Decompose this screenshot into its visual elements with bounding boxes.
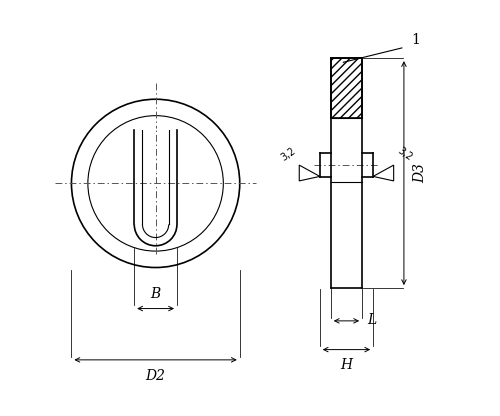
Text: 3,2: 3,2 (396, 146, 414, 163)
Text: H: H (340, 358, 352, 372)
Text: D2: D2 (146, 369, 166, 383)
Bar (331, 58, 362, 118)
Text: 3,2: 3,2 (279, 146, 297, 163)
Text: D3: D3 (413, 163, 427, 183)
Text: 1: 1 (412, 33, 420, 47)
Text: B: B (150, 287, 160, 301)
Text: L: L (367, 313, 376, 327)
